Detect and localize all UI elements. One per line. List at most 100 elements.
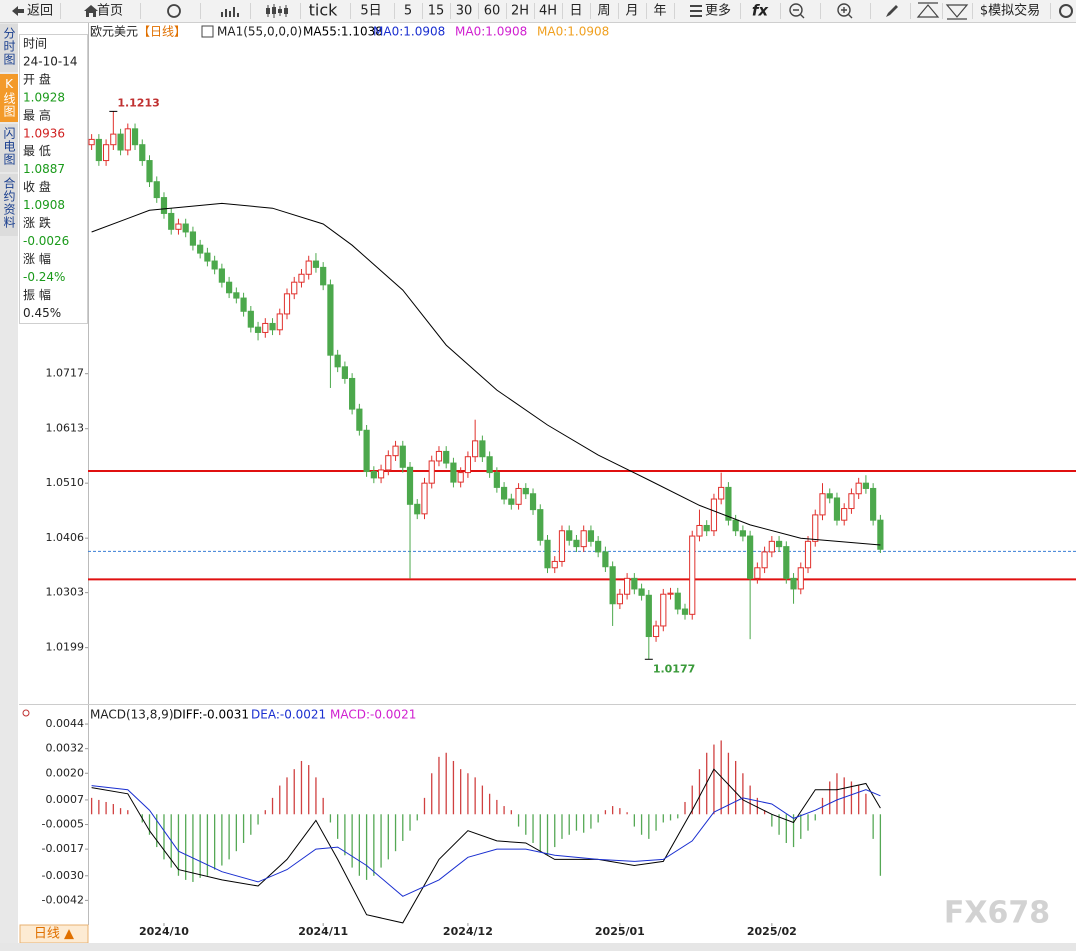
- home-icon[interactable]: [84, 5, 98, 17]
- candle-body: [775, 540, 783, 548]
- toolbar-button[interactable]: 年: [653, 4, 666, 19]
- toolbar-button[interactable]: 日: [569, 4, 582, 19]
- zoom-in-icon[interactable]: [837, 3, 851, 17]
- toolbar-button[interactable]: 首页: [97, 4, 123, 19]
- candle-icon-bodies: [266, 7, 288, 14]
- refresh-icon[interactable]: [167, 4, 181, 18]
- candle-body: [117, 133, 124, 151]
- y-tick-label: -0.0030: [42, 869, 84, 882]
- info-label: 开 盘: [23, 71, 51, 86]
- watermark: FX678: [944, 896, 1050, 931]
- toolbar-button[interactable]: 月: [625, 4, 638, 19]
- candle-body: [233, 292, 240, 299]
- indicator-icon[interactable]: [201, 25, 214, 38]
- candle-body: [551, 560, 558, 569]
- candle-body: [240, 297, 247, 312]
- toolbar-button[interactable]: tick: [309, 1, 339, 20]
- candle-body: [804, 540, 812, 569]
- candle-body: [385, 455, 392, 471]
- candle-body: [464, 456, 472, 474]
- toolbar-button[interactable]: 15: [428, 4, 445, 19]
- sidebar-tab-label[interactable]: 合约资料: [2, 176, 16, 229]
- sidebar-tab-label[interactable]: 闪电图: [2, 127, 16, 166]
- candle-body: [674, 592, 681, 610]
- info-value: 1.0908: [23, 198, 65, 212]
- toolbar-button[interactable]: 5日: [360, 4, 381, 19]
- toolbar-button[interactable]: 5: [404, 4, 412, 19]
- more-icon[interactable]: [690, 5, 702, 17]
- back-icon[interactable]: [12, 6, 24, 16]
- zoom-out-icon[interactable]: [789, 3, 803, 17]
- candle-body: [826, 493, 833, 499]
- chart-icon[interactable]: [221, 7, 239, 17]
- candle-body: [862, 482, 870, 489]
- high-label: 1.1213: [117, 96, 159, 109]
- candle-body: [754, 567, 761, 579]
- candle-body: [790, 577, 797, 590]
- triangle-down-icon[interactable]: [945, 4, 969, 20]
- info-value: 1.0936: [23, 126, 65, 140]
- candle-body: [624, 577, 631, 595]
- sidebar-tab[interactable]: [0, 174, 18, 236]
- candle-body: [718, 486, 725, 500]
- triangle-up-icon[interactable]: [916, 2, 940, 18]
- sidebar-tab[interactable]: [0, 124, 18, 172]
- pen-icon[interactable]: [886, 5, 898, 17]
- candle-body: [197, 244, 204, 254]
- toolbar-button[interactable]: 2H: [511, 4, 529, 19]
- toolbar-button[interactable]: 60: [484, 4, 501, 19]
- y-tick-label: 0.0032: [46, 742, 85, 755]
- candle-body: [349, 377, 356, 410]
- sidebar-tab-label[interactable]: 分时图: [2, 27, 16, 66]
- sidebar-tab-label[interactable]: K线图: [2, 77, 16, 118]
- bottom-tab-strip: [0, 943, 1076, 951]
- candle-body: [479, 440, 486, 458]
- candle-body: [783, 546, 790, 579]
- y-tick-label: 1.0613: [46, 422, 85, 435]
- candle-body: [406, 466, 414, 505]
- macd-line: [91, 768, 881, 924]
- toolbar: [0, 0, 1076, 22]
- period-label: 【日线】: [138, 25, 186, 39]
- toolbar-button[interactable]: 周: [597, 4, 610, 19]
- settings-icon[interactable]: [1059, 4, 1073, 18]
- ma-label: MA0:1.0908: [455, 25, 527, 39]
- info-label: 时间: [23, 37, 47, 51]
- candle-body: [725, 486, 732, 521]
- sidebar-tab[interactable]: [0, 74, 18, 122]
- y-tick-label: 1.0717: [46, 367, 85, 380]
- toolbar-button[interactable]: 4H: [539, 4, 557, 19]
- sidebar-tab[interactable]: [0, 24, 18, 72]
- candle-body: [298, 273, 305, 283]
- candle-body: [320, 266, 327, 286]
- candle-body: [812, 514, 819, 542]
- candle-body: [254, 326, 262, 333]
- toolbar-button[interactable]: 更多: [705, 3, 731, 19]
- candle-body: [486, 456, 493, 474]
- candle-body: [131, 128, 139, 146]
- y-tick-label: 1.0510: [46, 476, 85, 489]
- toolbar-button[interactable]: 返回: [27, 4, 53, 19]
- low-label: 1.0177: [653, 662, 695, 675]
- candle-body: [95, 138, 102, 162]
- candle-body: [291, 281, 298, 295]
- period-button-label[interactable]: 日线 ▲: [34, 927, 74, 942]
- candle-body: [515, 487, 522, 505]
- candle-body: [544, 539, 551, 569]
- toolbar-button[interactable]: fx: [752, 2, 770, 20]
- candle-body: [226, 281, 233, 294]
- ma-label: MA0:1.0908: [537, 25, 609, 39]
- ma-label: MA55:1.1038: [303, 25, 383, 39]
- info-label: 涨 跌: [23, 215, 51, 230]
- candle-body: [211, 260, 218, 270]
- candle-body: [855, 482, 862, 495]
- y-tick-label: 0.0044: [46, 717, 85, 730]
- toolbar-button[interactable]: $模拟交易: [980, 3, 1040, 19]
- candle-body: [732, 519, 739, 532]
- macd-settings-icon[interactable]: [22, 709, 30, 717]
- toolbar-button[interactable]: 30: [456, 4, 473, 19]
- zoom-in-glyph: [841, 7, 853, 19]
